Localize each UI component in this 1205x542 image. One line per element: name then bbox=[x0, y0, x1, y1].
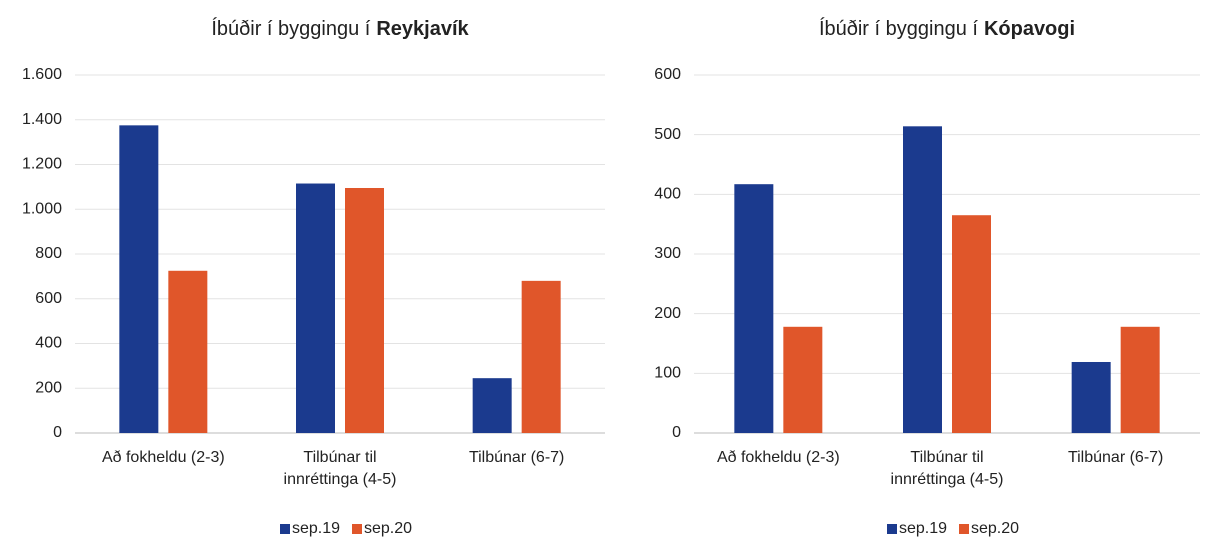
chart-title: Íbúðir í byggingu í Kópavogi bbox=[819, 17, 1075, 40]
legend-label: sep.19 bbox=[899, 520, 947, 537]
title-text: Íbúðir í byggingu í bbox=[211, 17, 370, 40]
legend-swatch bbox=[280, 524, 290, 534]
title-text: Íbúðir í byggingu í bbox=[819, 17, 978, 40]
bar bbox=[952, 215, 991, 433]
y-tick-label: 600 bbox=[654, 66, 681, 83]
y-tick-label: 400 bbox=[654, 186, 681, 203]
x-tick-label: Að fokheldu (2-3) bbox=[102, 449, 225, 466]
bar bbox=[168, 270, 208, 433]
y-tick-label: 0 bbox=[53, 424, 62, 441]
y-tick-label: 100 bbox=[654, 365, 681, 382]
chart-title: Íbúðir í byggingu í Reykjavík bbox=[211, 17, 469, 40]
y-tick-label: 1.200 bbox=[22, 156, 62, 173]
x-tick-label: Tilbúnar til innréttinga (4-5) bbox=[284, 449, 397, 488]
x-tick-label: Að fokheldu (2-3) bbox=[717, 449, 840, 466]
title-bold: Reykjavík bbox=[376, 18, 469, 40]
x-tick-label: Tilbúnar til innréttinga (4-5) bbox=[891, 449, 1004, 488]
y-tick-label: 200 bbox=[35, 379, 62, 396]
y-tick-label: 500 bbox=[654, 126, 681, 143]
x-tick-label: Tilbúnar (6-7) bbox=[469, 449, 564, 466]
y-tick-label: 600 bbox=[35, 290, 62, 307]
legend-swatch bbox=[352, 524, 362, 534]
y-tick-label: 400 bbox=[35, 335, 62, 352]
y-tick-label: 1.400 bbox=[22, 111, 62, 128]
bar bbox=[783, 326, 823, 433]
legend-label: sep.20 bbox=[364, 520, 412, 537]
bar bbox=[903, 126, 942, 434]
legend-label: sep.19 bbox=[292, 520, 340, 537]
y-tick-label: 300 bbox=[654, 245, 681, 262]
y-tick-label: 0 bbox=[672, 424, 681, 441]
bar bbox=[1071, 361, 1111, 433]
legend-label: sep.20 bbox=[971, 520, 1019, 537]
bar bbox=[1120, 326, 1160, 433]
bar bbox=[521, 280, 561, 433]
y-tick-label: 1.600 bbox=[22, 66, 62, 83]
bar bbox=[734, 184, 774, 433]
y-tick-label: 800 bbox=[35, 245, 62, 262]
legend-swatch bbox=[959, 524, 969, 534]
bar bbox=[472, 378, 512, 433]
legend-swatch bbox=[887, 524, 897, 534]
bar bbox=[296, 183, 335, 433]
title-bold: Kópavogi bbox=[984, 18, 1075, 40]
bar bbox=[345, 187, 384, 433]
y-tick-label: 1.000 bbox=[22, 200, 62, 217]
x-tick-label: Tilbúnar (6-7) bbox=[1068, 449, 1163, 466]
y-tick-label: 200 bbox=[654, 305, 681, 322]
bar bbox=[119, 125, 159, 433]
